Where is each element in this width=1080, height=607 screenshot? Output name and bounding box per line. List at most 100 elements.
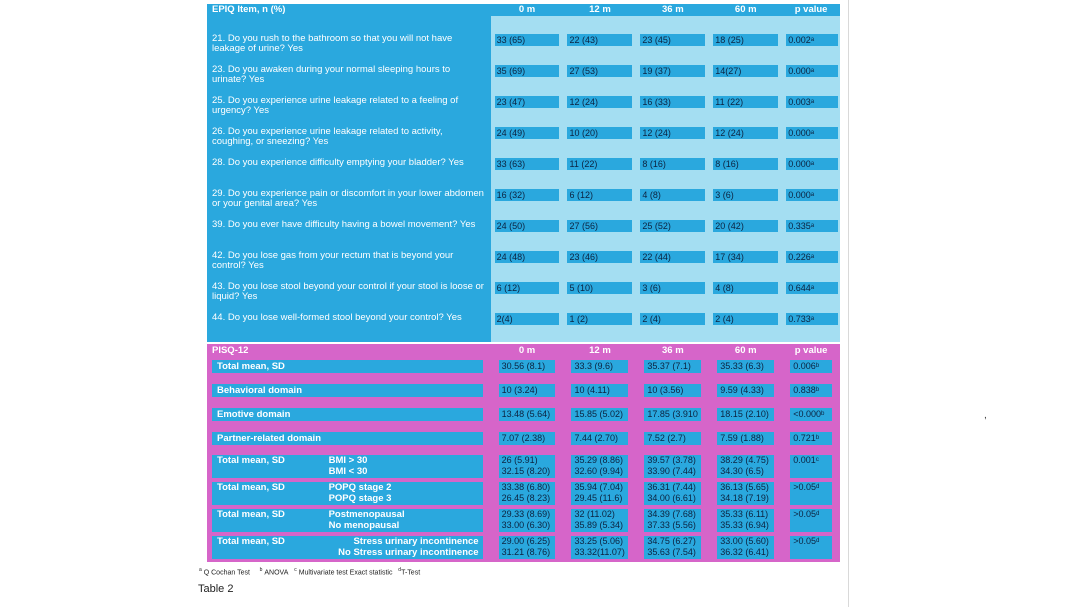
epiq-value-cell: 0.002ᵃ: [782, 32, 840, 63]
pisq-value-cell: 35.37 (7.1): [636, 358, 710, 382]
value-text: 17.85 (3.910: [644, 408, 702, 421]
epiq-row: 26. Do you experience urine leakage rela…: [207, 125, 840, 156]
value-line-2: 33.00 (6.30): [501, 520, 551, 530]
value-box: 36.13 (5.65) 34.18 (7.19): [717, 482, 775, 505]
value-text: 23 (47): [494, 96, 560, 108]
value-text: 12 (24): [713, 127, 779, 139]
epiq-value-cell: 17 (34): [709, 249, 783, 280]
spacer-cell: [709, 16, 783, 32]
value-line-1: 26 (5.91): [501, 455, 538, 465]
value-text: 0.000ᵃ: [786, 65, 838, 77]
pisq-group-value-cell: 39.57 (3.78) 33.90 (7.44): [636, 454, 710, 481]
value-text: 10 (3.24): [498, 384, 556, 397]
pisq-row: Emotive domain 13.48 (5.64) 15.85 (5.02) 17…: [207, 406, 840, 430]
pisq-group-value-cell: 33.00 (5.60) 36.32 (6.41): [709, 535, 783, 562]
header-label: 12 m: [589, 4, 611, 15]
epiq-value-cell: 22 (44): [636, 249, 710, 280]
epiq-spacer: [207, 16, 840, 32]
pisq-header-row: PISQ-12 0 m 12 m 36 m 60 m p value: [207, 342, 840, 358]
spacer-cell: [490, 16, 564, 32]
epiq-value-cell: 14(27): [709, 63, 783, 94]
value-text: 2 (4): [640, 313, 706, 325]
epiq-question: 26. Do you experience urine leakage rela…: [207, 125, 491, 156]
row-label: Partner-related domain: [212, 432, 483, 445]
pisq-group-row: Total mean, SD BMI > 30 BMI < 30 26 (5.91) 3…: [207, 454, 840, 481]
value-text: 0.721ᵇ: [790, 432, 832, 445]
epiq-value-cell: 23 (47): [490, 94, 564, 125]
epiq-value-cell: 20 (42): [709, 218, 783, 249]
pisq-col-header: 12 m: [563, 342, 637, 358]
row-label: Total mean, SD: [217, 536, 285, 547]
value-line-1: 29.00 (6.25): [501, 536, 551, 546]
value-box: 35.33 (6.11) 35.33 (6.94): [717, 509, 775, 532]
value-text: 1 (2): [567, 313, 633, 325]
value-text: 2(4): [494, 313, 560, 325]
label-box: Total mean, SD BMI > 30 BMI < 30: [212, 455, 483, 478]
header-label: 36 m: [662, 4, 684, 15]
header-label: 36 m: [662, 345, 684, 356]
subgroup-1: BMI > 30: [328, 455, 368, 466]
epiq-row: 21. Do you rush to the bathroom so that …: [207, 32, 840, 63]
epiq-value-cell: 2 (4): [709, 311, 783, 342]
value-line-1: 35.33 (6.11): [720, 509, 769, 519]
epiq-value-cell: 2(4): [490, 311, 564, 342]
value-line-2: 31.21 (8.76): [501, 547, 551, 557]
epiq-value-cell: 5 (10): [563, 280, 637, 311]
epiq-question: 23. Do you awaken during your normal sle…: [207, 63, 491, 94]
pisq-value-cell: 35.33 (6.3): [709, 358, 783, 382]
epiq-row: 39. Do you ever have difficulty having a…: [207, 218, 840, 249]
row-label: Emotive domain: [212, 408, 483, 421]
epiq-value-cell: 25 (52): [636, 218, 710, 249]
value-line-2: 33.90 (7.44): [647, 466, 696, 476]
pisq-group-value-cell: 35.94 (7.04) 29.45 (11.6): [563, 481, 637, 508]
header-label: EPIQ Item, n (%): [212, 4, 286, 15]
value-line-2: 26.45 (8.23): [501, 493, 551, 503]
pisq-group-value-cell: 38.29 (4.75) 34.30 (6.5): [709, 454, 783, 481]
question-text: 44. Do you lose well-formed stool beyond…: [212, 312, 462, 323]
value-text: 22 (44): [640, 251, 706, 263]
value-box: 35.94 (7.04) 29.45 (11.6): [571, 482, 629, 505]
epiq-value-cell: 35 (69): [490, 63, 564, 94]
value-line-2: 32.15 (8.20): [501, 466, 551, 476]
pisq-value-cell: 9.59 (4.33): [709, 382, 783, 406]
row-label: Total mean, SD: [217, 482, 285, 493]
pisq-group-value-cell: 32 (11.02) 35.89 (5.34): [563, 508, 637, 535]
value-text: 24 (49): [494, 127, 560, 139]
value-text: 8 (16): [640, 158, 706, 170]
epiq-value-cell: 0.000ᵃ: [782, 63, 840, 94]
pvalue-text: >0.05ᵈ: [790, 509, 832, 532]
header-label: p value: [794, 345, 828, 356]
stray-mark: ,: [984, 410, 987, 421]
pisq-value-cell: 0.721ᵇ: [782, 430, 840, 454]
pisq-group-value-cell: 33.25 (5.06) 33.32(11.07): [563, 535, 637, 562]
pisq-value-cell: 10 (3.56): [636, 382, 710, 406]
value-text: 12 (24): [640, 127, 706, 139]
epiq-value-cell: 24 (50): [490, 218, 564, 249]
value-text: 35 (69): [494, 65, 560, 77]
epiq-value-cell: 0.000ᵃ: [782, 187, 840, 218]
subgroup-2: BMI < 30: [328, 466, 368, 477]
pisq-group-value-cell: 36.31 (7.44) 34.00 (6.61): [636, 481, 710, 508]
subgroup-1: Stress urinary incontinence: [353, 536, 479, 547]
value-text: 6 (12): [494, 282, 560, 294]
header-label: 0 m: [518, 4, 536, 15]
value-text: 16 (33): [640, 96, 706, 108]
table-caption: Table 2: [198, 583, 234, 595]
epiq-value-cell: 11 (22): [709, 94, 783, 125]
pisq-value-cell: 0.838ᵇ: [782, 382, 840, 406]
value-line-2: 35.89 (5.34): [574, 520, 624, 530]
spacer-cell: [636, 16, 710, 32]
epiq-value-cell: 4 (8): [709, 280, 783, 311]
pisq-group-value-cell: 35.33 (6.11) 35.33 (6.94): [709, 508, 783, 535]
value-text: 10 (3.56): [644, 384, 702, 397]
epiq-row: 29. Do you experience pain or discomfort…: [207, 187, 840, 218]
subgroup-labels: POPQ stage 2 POPQ stage 3: [329, 482, 479, 504]
pisq-value-cell: 15.85 (5.02): [563, 406, 637, 430]
value-box: 29.33 (8.69) 33.00 (6.30): [498, 509, 556, 532]
pisq-group-value-cell: 33.38 (6.80) 26.45 (8.23): [490, 481, 564, 508]
question-text: 28. Do you experience difficulty emptyin…: [212, 157, 464, 168]
subgroup-1: Postmenopausal: [328, 509, 405, 520]
epiq-row: 23. Do you awaken during your normal sle…: [207, 63, 840, 94]
value-text: 0.000ᵃ: [786, 127, 838, 139]
pisq-value-cell: 7.59 (1.88): [709, 430, 783, 454]
